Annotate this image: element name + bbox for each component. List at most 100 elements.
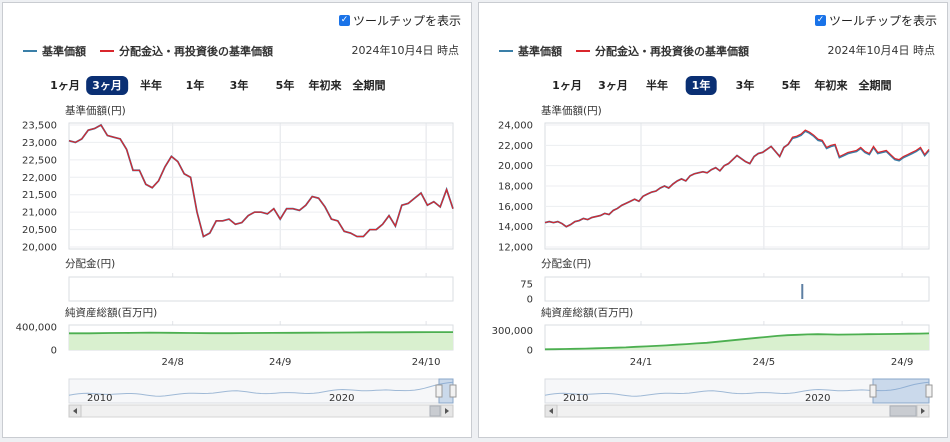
assets-section-title: 純資産総額(百万円) [65, 306, 157, 319]
dividend-tick-label: 75 [520, 280, 533, 291]
range-button[interactable]: 3年 [229, 79, 249, 92]
y-tick-label: 24,000 [498, 121, 533, 132]
tooltip-toggle-label: ツールチップを表示 [352, 14, 461, 28]
line-swatch-icon [576, 50, 590, 52]
chart-panel-right: ✓ ツールチップを表示 基準価額 分配金込・再投資後の基準価額 2024年10月… [478, 2, 948, 438]
legend-label-price: 基準価額 [42, 45, 86, 58]
legend-label-reinvest: 分配金込・再投資後の基準価額 [119, 45, 273, 58]
y-tick-label: 12,000 [498, 243, 533, 254]
range-button[interactable]: 年初来 [308, 79, 342, 92]
range-button[interactable]: 半年 [140, 79, 162, 92]
scrollbar-track [68, 404, 454, 418]
tooltip-toggle-label: ツールチップを表示 [828, 14, 937, 28]
legend-item-price: 基準価額 [23, 43, 86, 59]
line-swatch-icon [23, 50, 37, 52]
tooltip-toggle[interactable]: ✓ ツールチップを表示 [338, 12, 461, 29]
y-tick-label: 22,000 [22, 173, 57, 184]
y-tick-label: 20,000 [498, 161, 533, 172]
price-section-title: 基準価額(円) [541, 104, 602, 117]
navigator-label-2020: 2020 [805, 393, 830, 404]
range-button[interactable]: 3年 [735, 79, 755, 92]
x-tick-label: 24/1 [630, 357, 652, 368]
y-tick-label: 14,000 [498, 222, 533, 233]
reinvest-series-line [544, 129, 930, 228]
line-swatch-icon [100, 50, 114, 52]
navigator-label-2010: 2010 [87, 393, 112, 404]
chart-svg: 基準価額(円) 分配金(円) 純資産総額(百万円) 24/1 24/5 24/9 24,00… [492, 104, 933, 418]
chart-panel-left: ✓ ツールチップを表示 基準価額 分配金込・再投資後の基準価額 2024年10月… [2, 2, 472, 438]
navigator-label-2010: 2010 [563, 393, 588, 404]
navigator-line [68, 381, 454, 397]
x-tick-label: 24/5 [753, 357, 775, 368]
line-swatch-icon [499, 50, 513, 52]
scrollbar-thumb[interactable] [429, 405, 441, 417]
range-button[interactable]: 半年 [646, 79, 668, 92]
navigator-window [872, 378, 930, 404]
checkbox-checked-icon[interactable]: ✓ [814, 15, 826, 26]
range-button[interactable]: 全期間 [352, 79, 386, 92]
assets-series-line [544, 332, 930, 351]
chevron-left-icon [73, 408, 77, 414]
navigator-handle[interactable] [869, 384, 877, 398]
navigator-handle[interactable] [435, 384, 443, 398]
range-button[interactable]: 3ヶ月 [86, 76, 128, 95]
price-section-title: 基準価額(円) [65, 104, 126, 117]
range-button[interactable]: 1年 [685, 76, 717, 95]
chevron-right-icon [921, 408, 925, 414]
range-button[interactable]: 5年 [275, 79, 295, 92]
assets-tick-label: 0 [51, 346, 57, 357]
price-plot-area [68, 122, 454, 250]
range-button[interactable]: 全期間 [858, 79, 892, 92]
as-of-date: 2024年10月4日 時点 [351, 44, 460, 57]
assets-tick-label: 300,000 [492, 326, 533, 337]
y-tick-label: 21,500 [22, 190, 57, 201]
x-tick-label: 24/9 [269, 357, 291, 368]
y-tick-label: 20,500 [22, 225, 57, 236]
legend: 基準価額 分配金込・再投資後の基準価額 [23, 43, 273, 59]
navigator-label-2020: 2020 [329, 393, 354, 404]
navigator-area [68, 378, 454, 404]
assets-series-line [69, 331, 453, 335]
dividend-section-title: 分配金(円) [65, 257, 115, 270]
range-button[interactable]: 年初来 [814, 79, 848, 92]
as-of-date: 2024年10月4日 時点 [827, 44, 936, 57]
reinvest-series-line [68, 124, 454, 238]
tooltip-toggle[interactable]: ✓ ツールチップを表示 [814, 12, 937, 29]
navigator-line [544, 381, 930, 397]
chevron-right-icon [445, 408, 449, 414]
scrollbar-track [544, 404, 930, 418]
dividend-section-title: 分配金(円) [541, 257, 591, 270]
y-tick-label: 21,000 [22, 208, 57, 219]
range-button[interactable]: 3ヶ月 [598, 79, 628, 92]
chevron-left-icon [549, 408, 553, 414]
dividend-tick-label: 0 [527, 295, 533, 306]
legend-item-reinvest: 分配金込・再投資後の基準価額 [576, 43, 749, 59]
navigator-area [544, 378, 930, 404]
x-tick-label: 24/9 [891, 357, 913, 368]
navigator-handle[interactable] [449, 384, 457, 398]
chart-svg: 基準価額(円) 分配金(円) 純資産総額(百万円) 24/8 24/9 24/10 23,5… [16, 104, 457, 418]
y-tick-label: 16,000 [498, 202, 533, 213]
legend-label-price: 基準価額 [518, 45, 562, 58]
x-tick-label: 24/10 [412, 357, 441, 368]
legend: 基準価額 分配金込・再投資後の基準価額 [499, 43, 749, 59]
legend-item-price: 基準価額 [499, 43, 562, 59]
checkbox-checked-icon[interactable]: ✓ [338, 15, 350, 26]
assets-fill-area [69, 332, 453, 350]
assets-fill-area [545, 333, 929, 350]
assets-tick-label: 0 [527, 346, 533, 357]
x-tick-label: 24/8 [161, 357, 183, 368]
scrollbar-thumb[interactable] [889, 405, 917, 417]
range-button[interactable]: 1年 [185, 79, 205, 92]
navigator-handle[interactable] [925, 384, 933, 398]
range-button[interactable]: 1ヶ月 [50, 79, 80, 92]
assets-tick-label: 400,000 [16, 323, 57, 334]
dividend-plot-area [68, 276, 454, 302]
assets-section-title: 純資産総額(百万円) [541, 306, 633, 319]
y-tick-label: 23,500 [22, 121, 57, 132]
y-tick-label: 18,000 [498, 182, 533, 193]
y-tick-label: 22,500 [22, 155, 57, 166]
range-button[interactable]: 1ヶ月 [552, 79, 582, 92]
dividend-plot-area [544, 276, 930, 302]
range-button[interactable]: 5年 [781, 79, 801, 92]
